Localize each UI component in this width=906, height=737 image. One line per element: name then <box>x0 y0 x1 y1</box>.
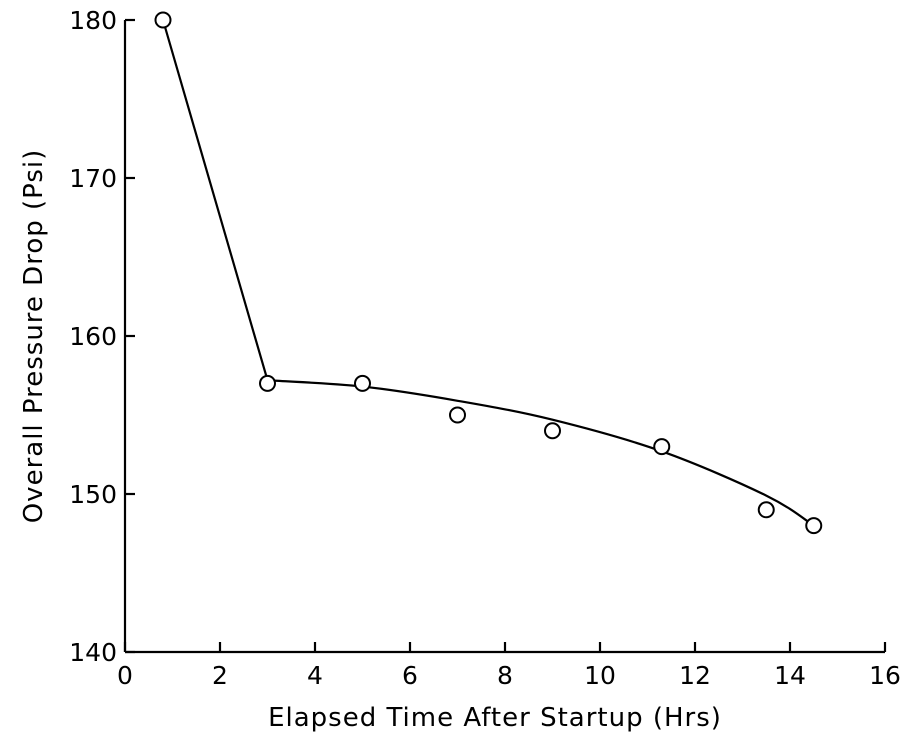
x-tick-label: 6 <box>402 661 418 690</box>
x-tick-label: 16 <box>869 661 901 690</box>
y-axis-ticks: 140 150 160 170 180 <box>69 6 135 667</box>
data-point <box>757 501 775 519</box>
series-line <box>161 19 815 527</box>
data-point <box>544 422 561 440</box>
data-point <box>354 374 371 392</box>
x-tick-label: 10 <box>584 661 616 690</box>
y-axis-title: Overall Pressure Drop (Psi) <box>19 149 49 524</box>
data-point <box>154 11 172 29</box>
x-tick-label: 0 <box>117 661 133 690</box>
axes <box>123 20 885 654</box>
x-tick-label: 4 <box>307 661 323 690</box>
data-point <box>805 517 823 535</box>
data-point <box>449 406 466 424</box>
data-points <box>154 11 823 535</box>
x-tick-label: 12 <box>679 661 711 690</box>
data-point <box>653 438 671 456</box>
x-tick-label: 2 <box>212 661 228 690</box>
x-axis-title: Elapsed Time After Startup (Hrs) <box>268 703 722 733</box>
x-axis-ticks: 0 2 4 6 8 10 12 14 16 <box>117 642 901 690</box>
y-tick-label: 140 <box>69 638 117 667</box>
y-tick-label: 180 <box>69 6 117 35</box>
data-point <box>259 374 276 392</box>
x-tick-label: 14 <box>774 661 806 690</box>
x-tick-label: 8 <box>497 661 513 690</box>
y-tick-label: 170 <box>69 164 117 193</box>
y-tick-label: 160 <box>69 322 117 351</box>
y-tick-label: 150 <box>69 480 117 509</box>
